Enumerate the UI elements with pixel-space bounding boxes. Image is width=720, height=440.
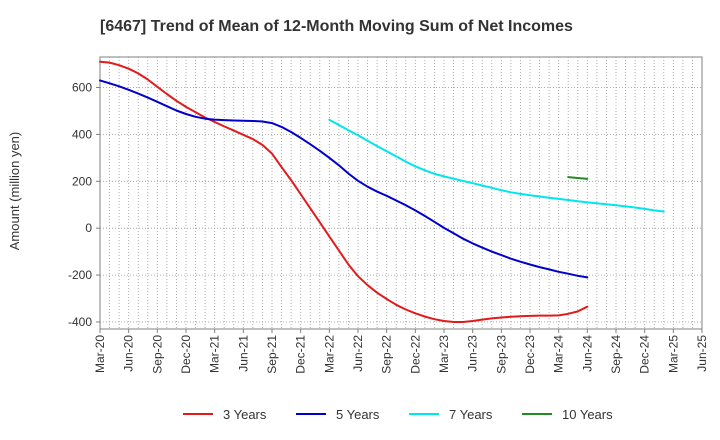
x-tick-label: Jun-23 <box>466 335 480 372</box>
x-tick-label: Dec-24 <box>638 335 652 374</box>
y-tick-label: -200 <box>68 268 92 282</box>
x-tick-label: Mar-21 <box>208 335 222 373</box>
legend-label: 10 Years <box>562 407 613 422</box>
series-lines <box>99 60 665 323</box>
x-tick-label: Jun-22 <box>351 335 365 372</box>
x-tick-label: Mar-20 <box>93 335 107 373</box>
x-tick-label: Jun-20 <box>122 335 136 372</box>
plot-frame <box>99 56 703 330</box>
chart-title: [6467] Trend of Mean of 12-Month Moving … <box>100 18 573 35</box>
x-tick-label: Sep-21 <box>265 335 279 374</box>
x-tick-label: Jun-24 <box>580 335 594 372</box>
x-tick-label: Mar-25 <box>666 335 680 373</box>
x-tick-label: Sep-23 <box>494 335 508 374</box>
series-line-10-years <box>567 176 589 180</box>
gridlines <box>100 57 702 329</box>
x-tick-label: Sep-22 <box>380 335 394 374</box>
series-line-7-years <box>328 118 665 213</box>
y-tick-label: 400 <box>72 127 92 141</box>
x-tick-label: Jun-21 <box>236 335 250 372</box>
series-line-3-years <box>99 60 589 323</box>
x-tick-label: Sep-20 <box>150 335 164 374</box>
x-axis: Mar-20 Jun-20 Sep-20 Dec-20 Mar-21 Jun-21 Sep-… <box>93 329 709 374</box>
series-line-5-years <box>99 79 589 279</box>
y-axis: -400 -200 0 200 400 600 <box>68 80 100 329</box>
x-tick-label: Mar-24 <box>552 335 566 373</box>
x-tick-label: Mar-23 <box>437 335 451 373</box>
x-tick-label: Sep-24 <box>609 335 623 374</box>
x-tick-label: Dec-21 <box>294 335 308 374</box>
x-tick-label: Dec-20 <box>179 335 193 374</box>
y-tick-label: -400 <box>68 315 92 329</box>
y-axis-label: Amount (million yen) <box>7 132 22 251</box>
legend: 3 Years 5 Years 7 Years 10 Years <box>183 407 613 422</box>
legend-label: 5 Years <box>336 407 380 422</box>
y-tick-label: 600 <box>72 80 92 94</box>
y-tick-label: 0 <box>85 221 92 235</box>
legend-label: 3 Years <box>223 407 267 422</box>
legend-label: 7 Years <box>449 407 493 422</box>
x-tick-label: Mar-22 <box>322 335 336 373</box>
x-tick-label: Jun-25 <box>695 335 709 372</box>
x-tick-label: Dec-22 <box>408 335 422 374</box>
x-tick-label: Dec-23 <box>523 335 537 374</box>
y-tick-label: 200 <box>72 174 92 188</box>
